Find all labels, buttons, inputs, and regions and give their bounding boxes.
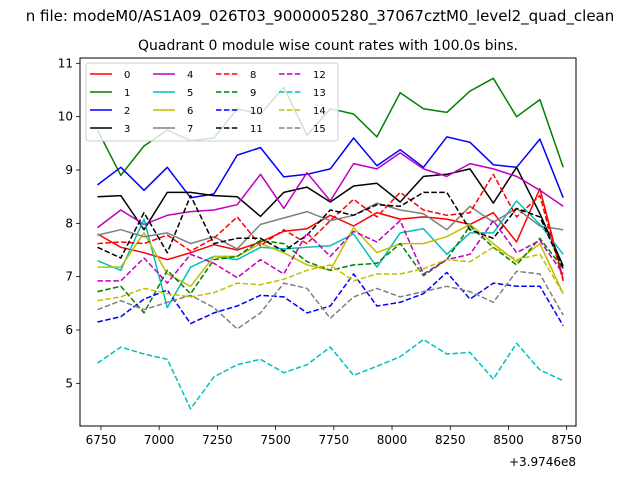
legend-label-5: 5 (187, 88, 193, 99)
y-tick-label: 6 (65, 323, 73, 337)
x-tick-label: 8000 (377, 433, 408, 447)
x-tick-label: 8250 (435, 433, 466, 447)
chart-title: Quadrant 0 module wise count rates with … (138, 38, 518, 54)
legend-label-15: 15 (313, 124, 326, 135)
y-tick-label: 8 (65, 216, 73, 230)
series-line-11 (97, 191, 564, 270)
y-tick-label: 5 (65, 376, 73, 390)
legend-label-11: 11 (250, 124, 263, 135)
legend-label-14: 14 (313, 106, 326, 117)
y-tick-label: 9 (65, 163, 73, 177)
series-line-3 (97, 166, 564, 267)
x-tick-label: 7750 (319, 433, 350, 447)
y-tick-label: 7 (65, 270, 73, 284)
series-line-7 (97, 202, 564, 250)
series-line-14 (97, 246, 564, 302)
series-line-8 (97, 173, 564, 282)
plot-frame (79, 57, 577, 427)
series-line-9 (97, 225, 564, 314)
legend-label-13: 13 (313, 88, 326, 99)
series-lines (96, 77, 564, 410)
legend-label-12: 12 (313, 70, 326, 81)
figure-suptitle: n file: modeM0/AS1A09_026T03_9000005280_… (26, 7, 615, 26)
series-line-12 (97, 219, 564, 284)
legend-label-8: 8 (250, 70, 256, 81)
legend-box (85, 62, 339, 142)
series-line-13 (97, 338, 564, 410)
legend-label-3: 3 (124, 124, 130, 135)
legend-label-1: 1 (124, 88, 130, 99)
series-line-2 (97, 136, 564, 199)
x-offset-label: +3.9746e8 (509, 455, 576, 469)
y-tick-label: 10 (58, 110, 73, 124)
x-tick-label: 6750 (86, 433, 117, 447)
series-line-4 (97, 152, 564, 229)
y-tick-label: 11 (58, 56, 73, 70)
series-line-10 (97, 271, 564, 327)
legend-label-7: 7 (187, 124, 193, 135)
x-tick-label: 8500 (493, 433, 524, 447)
legend-label-4: 4 (187, 70, 193, 81)
series-line-15 (97, 270, 564, 330)
x-tick-label: 7250 (202, 433, 233, 447)
x-tick-label: 8750 (551, 433, 582, 447)
legend-label-10: 10 (250, 106, 263, 117)
axis-ticks: 6750 7000 7250 7500 7750 8000 8250 8500 87505678… (58, 56, 582, 447)
x-tick-label: 7500 (260, 433, 291, 447)
legend-label-6: 6 (187, 106, 193, 117)
x-tick-label: 7000 (144, 433, 175, 447)
legend-label-9: 9 (250, 88, 256, 99)
legend-label-0: 0 (124, 70, 130, 81)
legend-label-2: 2 (124, 106, 130, 117)
series-line-5 (97, 200, 564, 309)
